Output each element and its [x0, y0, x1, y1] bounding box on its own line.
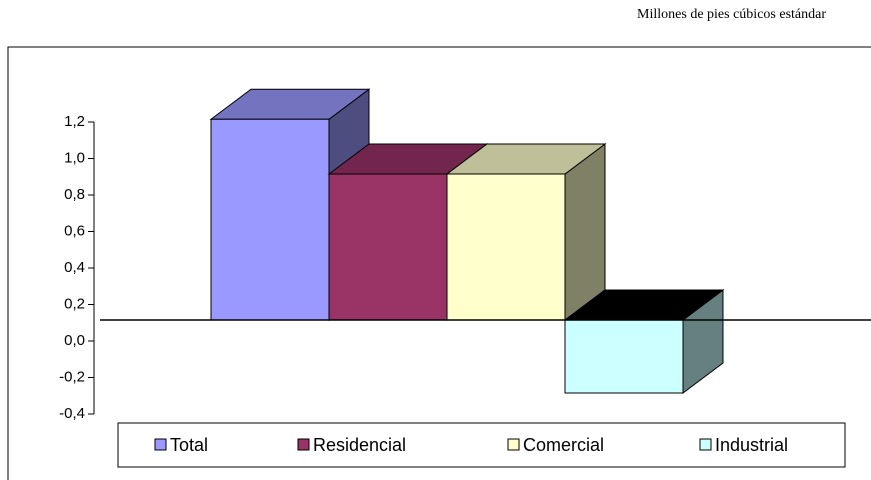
legend [117, 422, 846, 468]
y-tick-label: -0,4 [59, 405, 85, 422]
bar [446, 173, 566, 321]
chart-subtitle: Millones de pies cúbicos estándar [637, 7, 826, 22]
bar [564, 319, 684, 394]
y-tick-label: 0,6 [64, 222, 85, 239]
legend-swatch [699, 438, 712, 451]
y-tick-label: -0,2 [59, 368, 85, 385]
legend-swatch [154, 438, 167, 451]
bar [328, 173, 448, 321]
y-tick-label: 0,8 [64, 186, 85, 203]
y-tick-label: 1,0 [64, 149, 85, 166]
bar-side [564, 143, 606, 321]
legend-label: Comercial [523, 435, 604, 455]
legend-label: Total [170, 435, 208, 455]
y-tick-label: 0,2 [64, 295, 85, 312]
legend-swatch [297, 438, 310, 451]
y-tick-label: 0,0 [64, 332, 85, 349]
y-tick-label: 1,2 [64, 113, 85, 130]
y-tick-label: 0,4 [64, 259, 85, 276]
legend-swatch [507, 438, 520, 451]
bar [210, 118, 330, 321]
legend-label: Industrial [715, 435, 788, 455]
legend-label: Residencial [313, 435, 406, 455]
